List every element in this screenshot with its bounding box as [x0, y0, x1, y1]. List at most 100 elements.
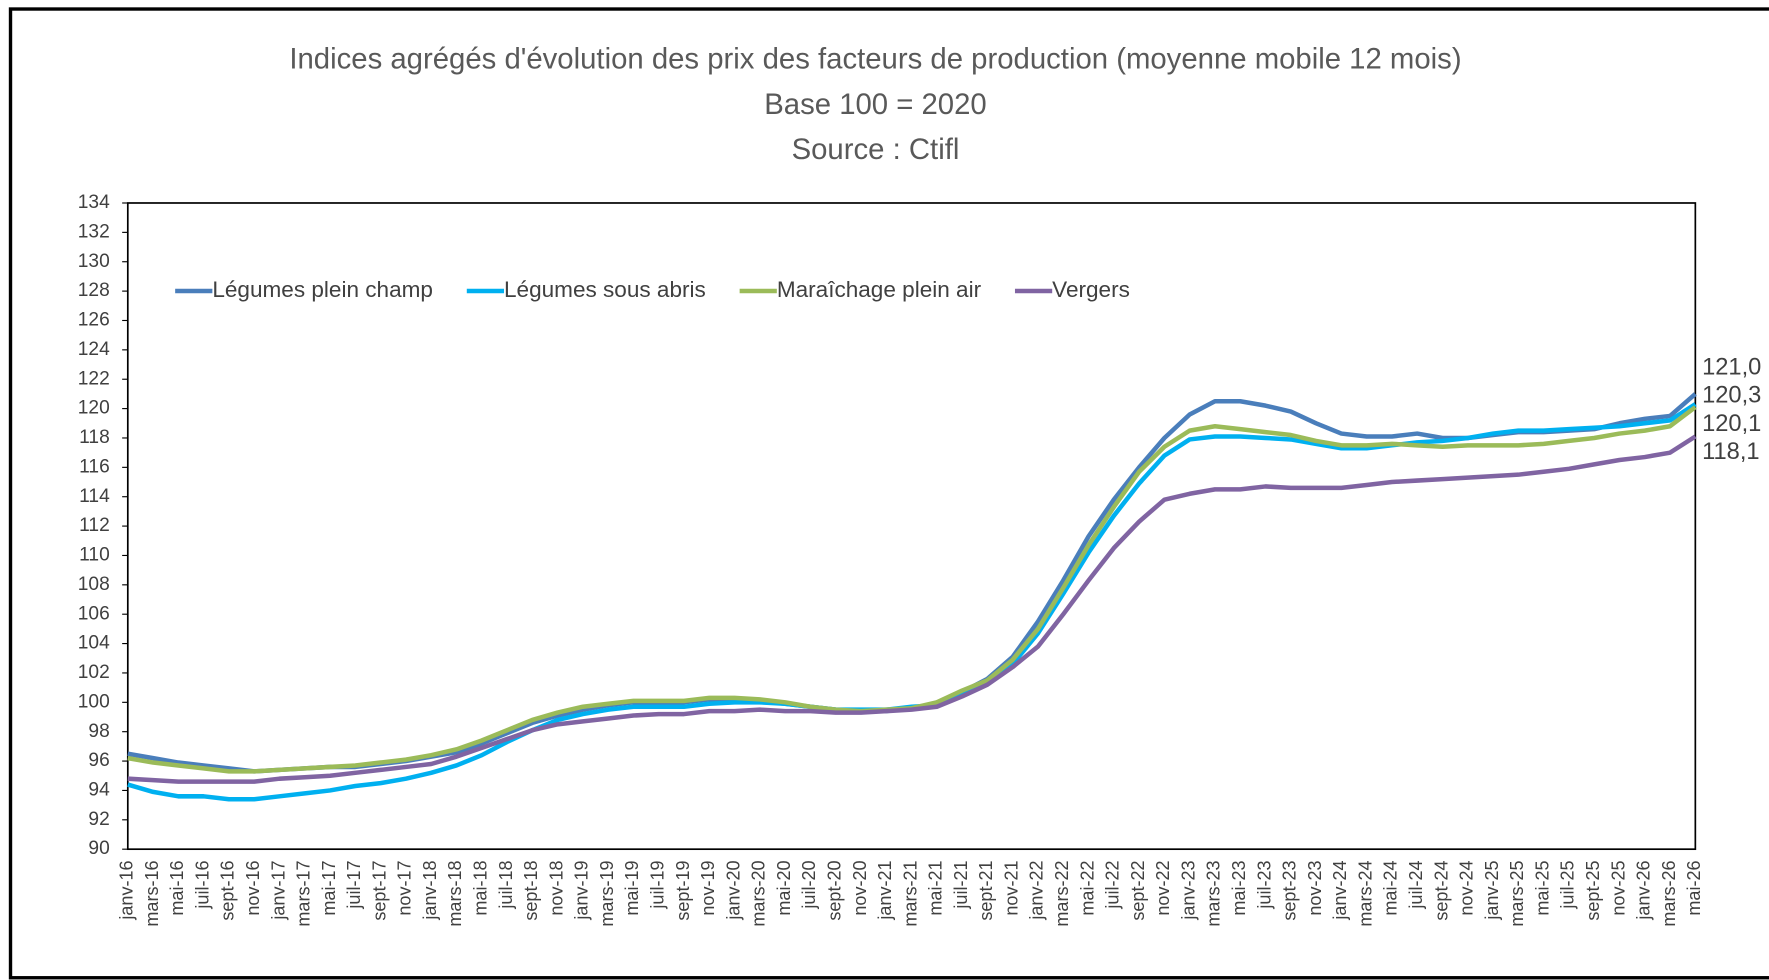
x-tick-label: sept-17: [369, 860, 389, 920]
x-tick-label: nov-16: [243, 860, 263, 915]
x-tick-label: mai-22: [1077, 860, 1097, 915]
y-tick-label: 108: [78, 574, 110, 595]
x-tick-label: mars-25: [1507, 860, 1527, 926]
x-tick-label: sept-16: [218, 860, 238, 920]
x-tick-label: janv-20: [723, 860, 743, 920]
legend-label: Légumes plein champ: [212, 277, 433, 302]
x-tick-label: juil-23: [1254, 860, 1274, 909]
x-tick-label: janv-16: [117, 860, 137, 920]
x-tick-label: mars-17: [294, 860, 314, 926]
x-tick-label: nov-23: [1305, 860, 1325, 915]
x-tick-label: janv-23: [1178, 860, 1198, 920]
x-tick-label: mars-18: [445, 860, 465, 926]
x-tick-label: janv-17: [268, 860, 288, 920]
chart-source: Source : Ctifl: [792, 133, 960, 166]
y-tick-label: 102: [78, 662, 110, 683]
x-tick-label: nov-25: [1608, 860, 1628, 915]
x-tick-label: nov-21: [1001, 860, 1021, 915]
x-tick-label: mars-20: [749, 860, 769, 926]
y-tick-label: 114: [79, 486, 110, 507]
y-tick-label: 120: [78, 398, 110, 419]
x-tick-label: mai-16: [167, 860, 187, 915]
legend-label: Maraîchage plein air: [777, 277, 982, 302]
y-tick-label: 124: [78, 339, 110, 360]
x-tick-label: janv-24: [1330, 860, 1350, 920]
x-tick-label: mai-25: [1532, 860, 1552, 915]
x-tick-label: juil-19: [648, 860, 668, 909]
x-tick-label: nov-20: [850, 860, 870, 915]
x-tick-label: mars-16: [142, 860, 162, 926]
x-tick-label: sept-23: [1280, 860, 1300, 920]
y-tick-label: 134: [78, 192, 110, 213]
y-tick-label: 98: [88, 721, 109, 742]
y-tick-label: 112: [79, 515, 110, 536]
x-tick-label: mars-24: [1355, 860, 1375, 926]
x-tick-label: sept-20: [824, 860, 844, 920]
chart-frame: [8, 7, 1769, 980]
y-tick-label: 128: [78, 280, 110, 301]
x-tick-label: janv-26: [1634, 860, 1654, 920]
x-tick-label: mars-26: [1659, 860, 1679, 926]
x-tick-label: juil-16: [192, 860, 212, 909]
x-tick-label: juil-18: [496, 860, 516, 909]
data-label: 118,1: [1702, 439, 1759, 465]
y-tick-label: 100: [78, 691, 110, 712]
x-tick-label: mai-23: [1229, 860, 1249, 915]
chart-subtitle: Base 100 = 2020: [764, 88, 986, 121]
x-tick-label: mai-18: [471, 860, 491, 915]
y-tick-label: 132: [78, 221, 110, 242]
x-tick-label: mars-21: [900, 860, 920, 926]
x-tick-label: mai-20: [774, 860, 794, 915]
x-tick-label: sept-24: [1431, 860, 1451, 920]
x-tick-label: mai-19: [622, 860, 642, 915]
x-tick-label: mai-17: [319, 860, 339, 915]
series-line: [127, 434, 1697, 784]
x-tick-label: sept-18: [521, 860, 541, 920]
legend-label: Vergers: [1052, 277, 1130, 302]
y-tick-label: 104: [78, 633, 110, 654]
y-tick-label: 118: [79, 427, 110, 448]
legend-label: Légumes sous abris: [504, 277, 706, 302]
x-tick-label: janv-18: [420, 860, 440, 920]
x-tick-label: mai-26: [1684, 860, 1704, 915]
y-tick-label: 96: [88, 750, 109, 771]
data-label: 121,0: [1702, 354, 1761, 380]
x-tick-label: mars-23: [1204, 860, 1224, 926]
x-tick-label: nov-24: [1457, 860, 1477, 915]
x-tick-label: juil-22: [1103, 860, 1123, 909]
y-tick-label: 126: [78, 310, 110, 331]
x-tick-label: janv-25: [1482, 860, 1502, 920]
y-tick-label: 92: [88, 809, 109, 830]
x-tick-label: nov-22: [1153, 860, 1173, 915]
data-label: 120,3: [1702, 383, 1761, 409]
x-tick-label: sept-22: [1128, 860, 1148, 920]
x-tick-label: mars-22: [1052, 860, 1072, 926]
x-tick-label: juil-20: [799, 860, 819, 909]
x-tick-label: mars-19: [597, 860, 617, 926]
data-label: 120,1: [1702, 411, 1761, 437]
y-tick-label: 116: [79, 456, 110, 477]
x-tick-label: nov-19: [698, 860, 718, 915]
chart-title: Indices agrégés d'évolution des prix des…: [289, 43, 1461, 76]
y-tick-label: 130: [78, 251, 110, 272]
x-tick-label: janv-21: [875, 860, 895, 920]
y-tick-label: 110: [79, 545, 110, 566]
y-tick-label: 90: [88, 838, 109, 859]
x-tick-label: sept-19: [673, 860, 693, 920]
x-tick-label: mai-24: [1381, 860, 1401, 915]
x-tick-label: janv-19: [572, 860, 592, 920]
x-tick-label: juil-21: [951, 860, 971, 909]
x-tick-label: sept-21: [976, 860, 996, 920]
y-tick-label: 94: [88, 780, 110, 801]
x-tick-label: janv-22: [1027, 860, 1047, 920]
y-tick-label: 122: [78, 368, 110, 389]
x-tick-label: juil-24: [1406, 860, 1426, 909]
x-tick-label: juil-25: [1558, 860, 1578, 909]
x-tick-label: sept-25: [1583, 860, 1603, 920]
x-tick-label: juil-17: [344, 860, 364, 909]
x-tick-label: nov-17: [395, 860, 415, 915]
x-tick-label: mai-21: [926, 860, 946, 915]
x-tick-label: nov-18: [546, 860, 566, 915]
